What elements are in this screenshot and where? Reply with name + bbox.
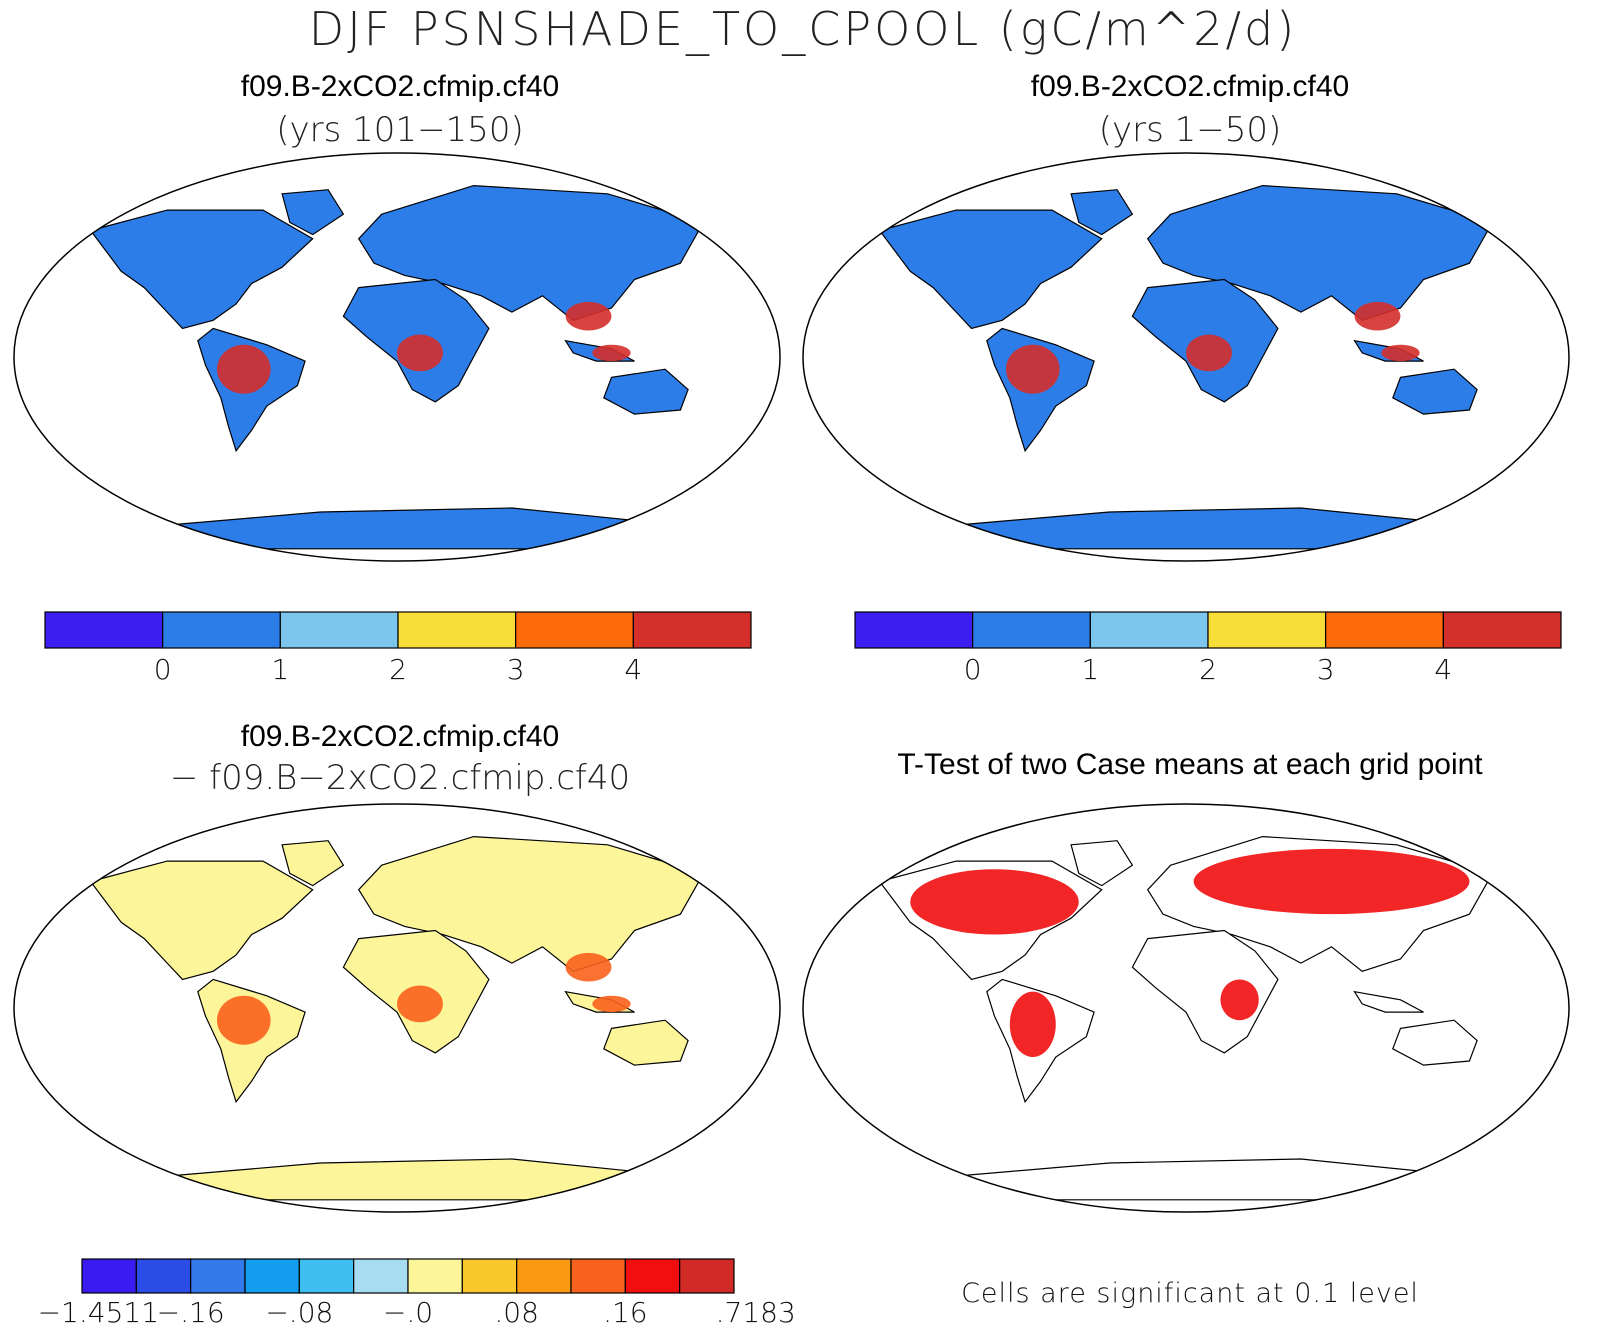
map-border — [802, 152, 1570, 562]
colorbar-panel-1 — [44, 611, 752, 649]
colorbar-swatch — [1089, 611, 1209, 649]
field-region — [1193, 848, 1470, 915]
map-border — [13, 803, 781, 1213]
colorbar-swatch — [298, 1258, 355, 1294]
panel2-title: f09.B-2xCO2.cfmip.cf40 — [1030, 70, 1350, 103]
land-greenland — [1070, 189, 1134, 236]
colorbar-tick-label: −.16 — [156, 1296, 225, 1329]
field-region — [1354, 301, 1401, 331]
land-australia — [603, 1019, 689, 1066]
colorbar-tick-label: 2 — [389, 653, 407, 686]
field-region — [216, 995, 271, 1045]
land-greenland — [281, 189, 345, 236]
panel1-subtitle: (yrs 101−150) — [276, 110, 524, 150]
colorbar-tick-label: 4 — [1434, 653, 1453, 686]
field-region — [1381, 344, 1420, 362]
land-australia — [1392, 1019, 1478, 1066]
colorbar-tick-label: 3 — [1316, 653, 1335, 686]
panel3-subtitle: − f09.B−2xCO2.cfmip.cf40 — [169, 758, 631, 798]
colorbar-swatch — [44, 611, 164, 649]
colorbar-panel-2 — [854, 611, 1562, 649]
land-australia — [1392, 368, 1478, 415]
map-border — [802, 803, 1570, 1213]
colorbar-swatch — [190, 1258, 246, 1294]
panel3-title: f09.B-2xCO2.cfmip.cf40 — [240, 720, 560, 753]
field-region — [592, 344, 631, 362]
panel4-title: T-Test of two Case means at each grid po… — [897, 748, 1483, 781]
colorbar-swatch — [135, 1258, 192, 1294]
panel1-title: f09.B-2xCO2.cfmip.cf40 — [240, 70, 560, 103]
field-region — [565, 952, 612, 982]
land-greenland — [281, 840, 345, 887]
colorbar-swatch — [162, 611, 281, 649]
field-region — [565, 301, 612, 331]
land-namerica — [89, 860, 314, 981]
significance-note: Cells are significant at 0.1 level — [961, 1278, 1419, 1309]
field-region — [1186, 334, 1232, 372]
colorbar-tick-label: 2 — [1199, 653, 1217, 686]
colorbar-tick-label: 1 — [271, 653, 290, 686]
colorbar-panel-3 — [81, 1258, 735, 1294]
colorbar-tick-label: .08 — [494, 1296, 539, 1329]
land-namerica — [878, 209, 1103, 330]
figure-title: DJF PSNSHADE_TO_CPOOL (gC/m^2/d) — [308, 2, 1298, 56]
colorbar-swatch — [854, 611, 974, 649]
colorbar-swatch — [515, 611, 634, 649]
land-greenland — [1070, 840, 1134, 887]
land-europe_asia — [357, 835, 705, 972]
colorbar-swatch — [679, 1258, 735, 1294]
land-namerica — [89, 209, 314, 330]
colorbar-tick-label: .7183 — [715, 1296, 796, 1329]
field-region — [397, 334, 443, 372]
colorbar-swatch — [1207, 611, 1327, 649]
colorbar-swatch — [624, 1258, 681, 1294]
field-region — [1009, 991, 1056, 1057]
colorbar-tick-label: 3 — [506, 653, 525, 686]
land-australia — [603, 368, 689, 415]
land-seasia — [1353, 990, 1424, 1013]
map-border — [13, 152, 781, 562]
colorbar-tick-label: 1 — [1081, 653, 1100, 686]
colorbar-swatch — [81, 1258, 137, 1294]
colorbar-tick-label: −.0 — [382, 1296, 434, 1329]
colorbar-tick-label: −1.4511 — [37, 1296, 160, 1329]
colorbar-tick-label: −.08 — [265, 1296, 334, 1329]
colorbar-swatch — [353, 1258, 409, 1294]
colorbar-swatch — [279, 611, 399, 649]
land-antarctica — [915, 1158, 1464, 1201]
colorbar-swatch — [516, 1258, 572, 1294]
colorbar-tick-label: 0 — [153, 653, 172, 686]
field-region — [592, 995, 631, 1013]
colorbar-swatch — [1442, 611, 1562, 649]
colorbar-tick-label: 4 — [624, 653, 643, 686]
panel2-subtitle: (yrs 1−50) — [1098, 110, 1282, 150]
colorbar-swatch — [244, 1258, 300, 1294]
colorbar-swatch — [1325, 611, 1444, 649]
field-region — [910, 869, 1079, 935]
land-europe_asia — [1146, 184, 1494, 321]
field-region — [1005, 344, 1060, 394]
colorbar-tick-label: .16 — [603, 1296, 648, 1329]
colorbar-swatch — [407, 1258, 463, 1294]
colorbar-swatch — [461, 1258, 518, 1294]
field-region — [397, 985, 443, 1023]
colorbar-swatch — [972, 611, 1091, 649]
colorbar-tick-label: 0 — [963, 653, 982, 686]
colorbar-swatch — [397, 611, 517, 649]
field-region — [1220, 979, 1259, 1021]
land-europe_asia — [357, 184, 705, 321]
colorbar-swatch — [632, 611, 752, 649]
field-region — [216, 344, 271, 394]
colorbar-swatch — [570, 1258, 626, 1294]
land-africa — [1131, 929, 1279, 1054]
